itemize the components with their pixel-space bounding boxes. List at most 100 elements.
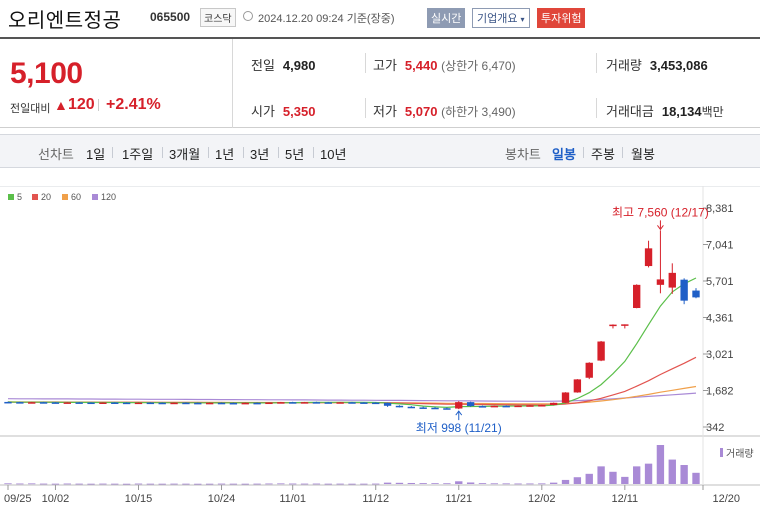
candle-body [407, 406, 415, 409]
period-1w[interactable]: 1주일 [122, 147, 154, 162]
volume-bar [324, 483, 332, 485]
volume-bar [668, 459, 676, 484]
candle-body [182, 402, 190, 405]
candle-body [324, 402, 332, 404]
ma60-line [7, 385, 697, 405]
candle-body [51, 402, 60, 404]
lower-limit: (하한가 3,490) [441, 105, 516, 119]
candle-body [514, 405, 522, 408]
volume-bar [466, 482, 475, 484]
x-tick-label: 10/15 [125, 493, 153, 505]
x-tick-label: 10/24 [208, 493, 236, 505]
low: 저가 5,070 (하한가 3,490) [373, 101, 516, 120]
volume-bar [28, 483, 36, 485]
candle-body [443, 408, 451, 410]
ma120-line [7, 392, 697, 402]
y-tick-label: 5,701 [706, 276, 734, 288]
volume-bar [644, 463, 653, 484]
period-3y[interactable]: 3년 [250, 147, 270, 162]
volume-bar [443, 483, 451, 485]
volume-bar [549, 482, 558, 484]
candle-chart-label: 봉차트 [505, 147, 541, 162]
volume-bar [490, 483, 499, 485]
period-1d[interactable]: 1일 [86, 147, 106, 162]
ma5-line [7, 277, 697, 409]
volume-bar [395, 482, 404, 484]
stock-name: 오리엔트정공 [8, 10, 122, 32]
candle-body [680, 279, 688, 301]
y-tick-label: 4,361 [706, 313, 734, 325]
divider [596, 53, 597, 73]
up-arrow-icon: ▲ [54, 97, 68, 113]
volume-bar [431, 483, 439, 484]
volume-bar [573, 477, 582, 484]
candle-body [478, 406, 487, 408]
period-monthly[interactable]: 월봉 [631, 147, 655, 162]
volume-bar [585, 473, 593, 484]
volume-bar [111, 483, 119, 485]
amount-unit: 백만 [701, 105, 724, 119]
volume-bar [75, 483, 83, 485]
candle-body [455, 402, 463, 409]
candle-body [111, 402, 119, 404]
candle-body [621, 324, 629, 326]
volume-bar [99, 483, 107, 485]
x-tick-label: 11/21 [445, 493, 472, 505]
divider [278, 147, 279, 158]
candle-body [644, 248, 653, 267]
volume-bar [526, 483, 534, 485]
amount-value: 18,134 [661, 104, 702, 119]
period-daily[interactable]: 일봉 [552, 147, 576, 162]
x-tick-label: 09/25 [4, 493, 32, 505]
candle-body [383, 402, 392, 406]
stock-header: 오리엔트정공 065500 코스닥 2024.12.20 09:24 기준(장중… [0, 0, 760, 36]
candle-body [16, 402, 24, 404]
period-10y[interactable]: 10년 [320, 147, 347, 162]
divider [112, 147, 113, 158]
x-tick-label: 10/02 [42, 493, 70, 505]
candle-body [656, 279, 665, 285]
legend-label-60: 60 [71, 192, 81, 202]
y-tick-label: 1,682 [706, 386, 734, 398]
volume-bar [336, 483, 344, 485]
candle-body [122, 402, 131, 405]
candle-body [668, 272, 676, 288]
volume-bar [312, 483, 321, 485]
volume-bar [146, 483, 155, 485]
current-price: 5,100 [10, 57, 83, 90]
period-1y[interactable]: 1년 [215, 147, 235, 162]
candle-body [348, 402, 356, 404]
volume-bar [241, 483, 249, 485]
volume-bar [372, 483, 380, 485]
prev-close-label: 전일 [251, 58, 275, 73]
volume-bar [217, 483, 226, 485]
stock-code: 065500 [150, 10, 191, 24]
volume-bar [692, 472, 700, 484]
period-5y[interactable]: 5년 [285, 147, 305, 162]
volume-bar [561, 479, 570, 484]
company-info-button[interactable]: 기업개요 ▾ [472, 8, 530, 28]
divider [583, 147, 584, 158]
volume-bar [170, 483, 178, 485]
volume-bar [51, 483, 60, 485]
volume-bar [182, 483, 190, 485]
legend-swatch-120 [92, 194, 98, 200]
line-chart-label: 선차트 [38, 147, 74, 162]
period-3m[interactable]: 3개월 [169, 147, 201, 162]
realtime-badge[interactable]: 실시간 [427, 8, 466, 28]
volume-bar [158, 483, 166, 485]
candle-body [609, 324, 617, 327]
candle-body [205, 402, 214, 405]
y-tick-label: 8,381 [706, 203, 734, 215]
legend-swatch-60 [62, 194, 68, 200]
divider [313, 147, 314, 158]
y-tick-label: 7,041 [706, 240, 734, 252]
candle-body [217, 402, 226, 405]
volume-bar [122, 483, 131, 485]
low-value: 5,070 [404, 104, 438, 119]
candle-body [502, 405, 510, 408]
open: 시가 5,350 [251, 101, 315, 120]
divider [232, 39, 233, 128]
period-weekly[interactable]: 주봉 [591, 147, 615, 162]
candle-body [431, 407, 439, 410]
